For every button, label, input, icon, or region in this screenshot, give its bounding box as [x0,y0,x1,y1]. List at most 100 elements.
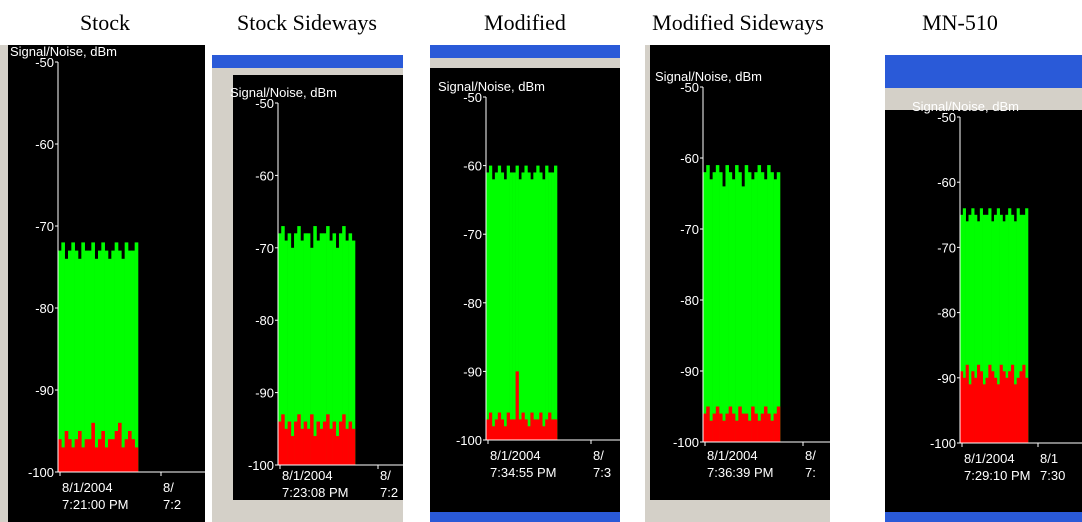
bar [329,429,333,465]
y-tick-label: -70 [35,219,54,234]
y-axis-label: Signal/Noise, dBm [230,85,337,100]
bar [742,186,746,442]
bar [770,421,774,442]
bar [339,422,343,465]
bar [761,414,765,442]
bar [125,439,129,472]
bar [131,439,135,472]
y-tick-label: -80 [255,313,274,328]
y-tick-label: -50 [680,80,699,95]
bar [729,407,733,443]
x-tick-label: 7:30 [1040,468,1065,483]
y-tick-label: -60 [680,151,699,166]
bar [716,407,720,443]
bar [98,439,102,472]
y-tick-label: -50 [255,96,274,111]
bar [278,422,282,465]
y-tick-label: -70 [680,222,699,237]
bar [542,426,545,440]
bar [121,447,125,472]
bar [554,166,557,440]
bar [751,407,755,443]
bar [85,251,89,472]
bar [548,413,551,440]
bar [719,414,723,442]
panel-caption: Stock Sideways [237,10,377,35]
y-tick-label: -90 [255,386,274,401]
bar [1014,384,1017,443]
bar [489,166,492,440]
bar [551,172,554,440]
bar [758,421,762,442]
bar [536,419,539,440]
bar [75,251,79,472]
bar [519,179,522,440]
bar [966,365,969,443]
bar [545,166,548,440]
y-tick-label: -90 [35,383,54,398]
bar [336,248,340,465]
y-tick-label: -70 [463,227,482,242]
window-frame [430,58,620,68]
bar [108,439,112,472]
bar [732,414,736,442]
bar [530,179,533,440]
window-frame [885,512,1082,522]
bar [533,419,536,440]
bar [1025,378,1028,443]
bar [754,414,758,442]
bar [95,259,99,472]
bar [492,426,495,440]
bar [510,419,513,440]
bar [986,378,989,443]
bar [121,259,125,472]
bar [88,439,92,472]
bar [111,251,115,472]
bar [709,421,713,442]
y-tick-label: -50 [35,55,54,70]
bar [118,423,122,472]
bar [551,419,554,440]
bar [725,165,729,442]
bar [91,423,95,472]
y-tick-label: -50 [463,90,482,105]
bar [513,419,516,440]
bar [539,172,542,440]
bar [78,431,82,472]
chart-window: Signal/Noise, dBm-50-60-70-80-90-1008/1/… [0,44,205,522]
bar [1011,365,1014,443]
bar [963,378,966,443]
bar [75,439,79,472]
bar [735,421,739,442]
bar [291,436,295,465]
bar [68,251,72,472]
bar [738,172,742,442]
bar [758,165,762,442]
screenshot-collage: StockSignal/Noise, dBm-50-60-70-80-90-10… [0,0,1082,522]
x-tick-label: 8/1 [1040,451,1058,466]
bar [495,172,498,440]
bar [761,172,765,442]
bar [281,414,285,465]
y-tick-label: -100 [28,465,54,480]
bar [527,426,530,440]
bar [709,179,713,442]
bar [1020,371,1023,443]
bar [58,439,62,472]
bar [111,439,115,472]
bar [81,242,85,472]
x-tick-label: 8/ [163,480,174,495]
bar [85,439,89,472]
y-tick-label: -80 [937,306,956,321]
bar [983,384,986,443]
bar [1005,378,1008,443]
bar [533,172,536,440]
bar [98,251,102,472]
bar [131,251,135,472]
x-tick-label: 8/1/2004 [62,480,113,495]
x-tick-label: 8/1/2004 [490,448,541,463]
bar [135,242,139,472]
bar [71,242,75,472]
x-tick-label: 7:34:55 PM [490,465,557,480]
bar [1008,371,1011,443]
